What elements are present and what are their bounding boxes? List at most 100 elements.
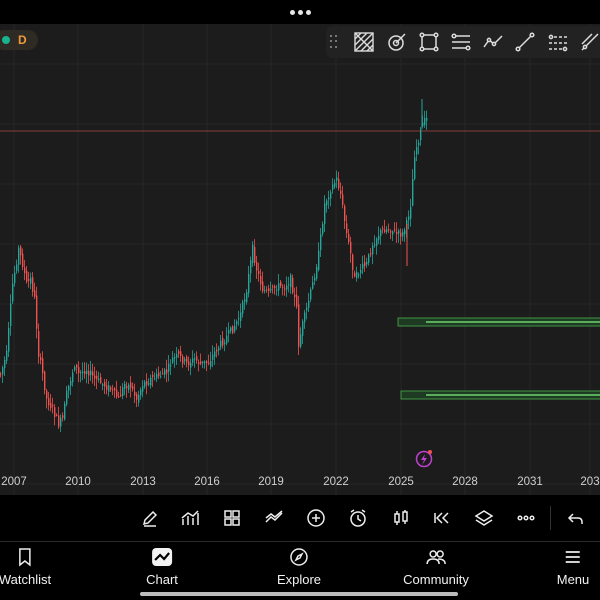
candle-body [360,269,362,274]
candle-body [186,356,188,363]
compass-icon [288,546,310,568]
candle-body [426,117,428,121]
candle-body [380,230,382,236]
trend-line-icon[interactable] [509,26,541,58]
candle-body [326,200,328,206]
candle-body [242,301,244,314]
nav-watchlist[interactable]: Watchlist [0,546,51,587]
candle-body [118,396,120,398]
candle-body [110,387,112,390]
candle-body [340,190,342,195]
nav-watchlist-label: Watchlist [0,572,52,587]
candle-body [44,371,46,391]
parallel-channel-icon[interactable] [542,26,574,58]
time-axis-label: 2013 [130,476,156,488]
candle-body [412,179,414,206]
time-axis-label: 2019 [258,476,284,488]
polyline-tool-icon[interactable] [477,26,509,58]
candle-body [10,303,12,326]
pencil-icon[interactable] [137,505,163,531]
candlestick-chart[interactable] [0,24,600,495]
hamburger-menu-icon [562,546,584,568]
candle-body [124,383,126,389]
candle-body [72,372,74,383]
symbol-pill[interactable]: D [0,30,38,50]
candle-body [212,354,214,360]
window-more-dots[interactable] [0,0,600,24]
candle-body [238,318,240,320]
candle-body [62,415,64,418]
candle-body [414,157,416,179]
candle-body [196,356,198,361]
candle-body [304,312,306,323]
support-zone[interactable] [400,390,600,400]
candle-body [58,415,60,427]
candle-body [252,245,254,264]
layers-icon[interactable] [471,505,497,531]
support-zone[interactable] [397,317,600,327]
candle-body [162,373,164,375]
drag-handle-icon[interactable] [330,35,338,49]
more-icon[interactable] [513,505,539,531]
indicators-icon[interactable] [177,505,203,531]
nav-community[interactable]: Community [403,546,469,587]
nav-menu[interactable]: Menu [557,546,589,587]
candle-body [192,358,194,363]
candle-body [182,356,184,364]
candle-body [378,235,380,240]
candle-body [226,335,228,344]
compare-icon[interactable] [261,505,287,531]
candle-body [420,129,422,141]
candle-body [356,271,358,279]
candle-body [4,359,6,368]
candle-body [130,382,132,388]
candle-body [336,177,338,181]
candle-body [346,223,348,234]
candle-body [394,229,396,231]
event-lightning-icon[interactable] [415,450,433,468]
candle-body [384,229,386,233]
candle-body [388,229,390,231]
undo-icon[interactable] [563,505,589,531]
toolbar-divider [550,506,551,530]
candle-body [254,246,256,263]
replay-icon[interactable] [429,505,455,531]
candle-body [400,232,402,237]
candle-body [66,390,68,405]
candle-body [106,385,108,390]
candle-body [416,147,418,155]
candle-body [210,361,212,367]
candle-body [330,192,332,199]
fib-retracement-icon[interactable] [445,26,477,58]
candle-body [78,367,80,374]
candle-body [266,289,268,291]
candle-body [402,231,404,237]
interval-label: D [18,33,27,47]
home-indicator [140,592,458,596]
alert-clock-icon[interactable] [345,505,371,531]
candle-body [74,367,76,371]
chart-type-icon[interactable] [388,505,414,531]
watchlist-icon [14,546,36,568]
nav-chart[interactable]: Chart [146,546,178,587]
candle-body [418,142,420,146]
gann-fan-icon[interactable] [380,26,412,58]
candle-body [240,312,242,321]
candle-body [8,327,10,352]
candle-body [14,272,16,284]
price-chart[interactable] [0,24,600,495]
candle-body [422,122,424,127]
candle-body [230,327,232,332]
candle-body [136,394,138,400]
nav-explore[interactable]: Explore [277,546,321,587]
pattern-tool-icon[interactable] [348,26,380,58]
candle-body [88,370,90,376]
candle-body [352,254,354,270]
layouts-icon[interactable] [219,505,245,531]
candle-body [42,358,44,374]
regression-trend-icon[interactable] [574,26,600,58]
rectangle-tool-icon[interactable] [413,26,445,58]
add-icon[interactable] [303,505,329,531]
candle-body [160,376,162,378]
candle-body [300,334,302,347]
